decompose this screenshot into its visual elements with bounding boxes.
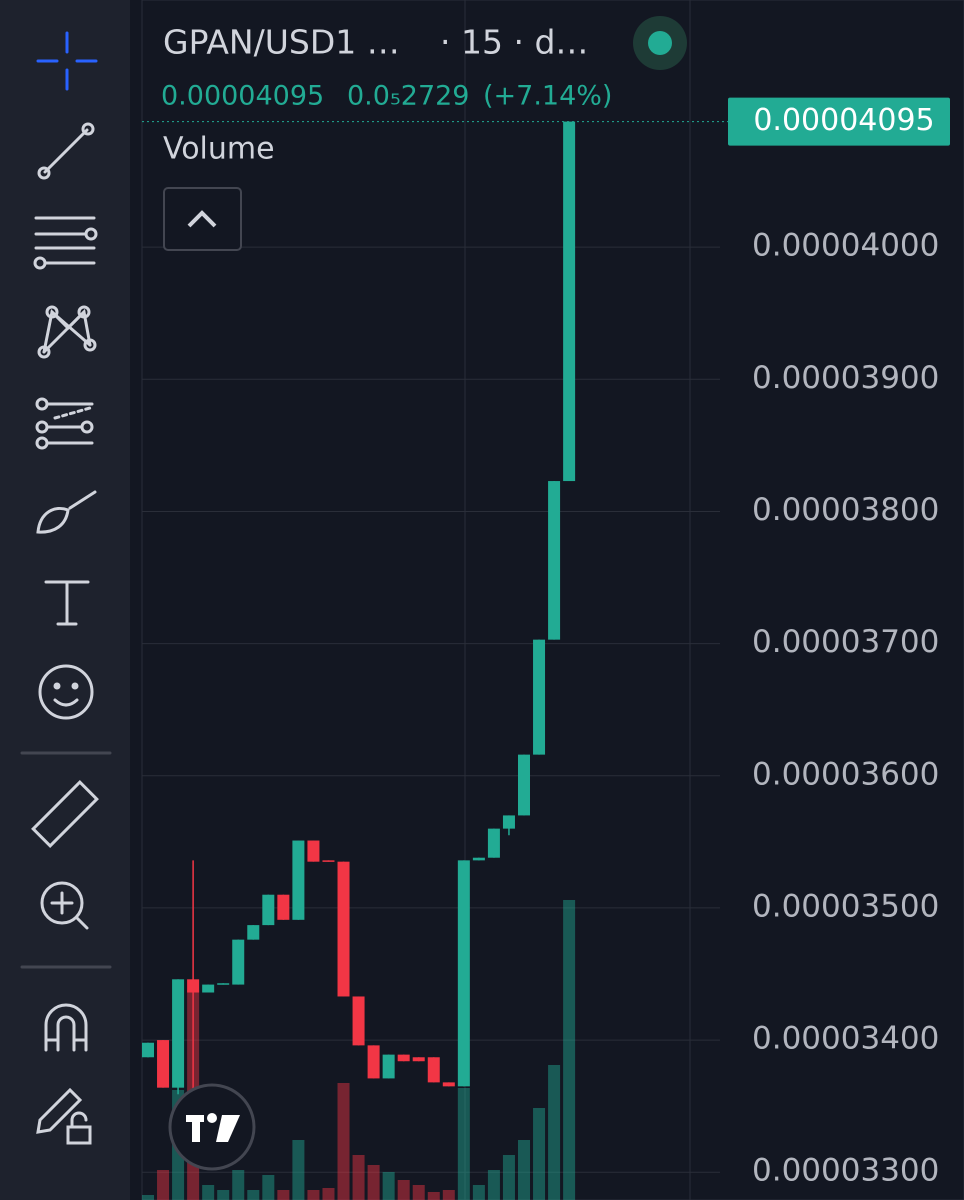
volume-layer xyxy=(142,900,576,1200)
candle-body xyxy=(518,754,530,816)
last-price-tag xyxy=(728,97,950,146)
price-axis: 0.00004000 0.00003900 0.00003800 0.00003700… xyxy=(142,97,950,1189)
candle-body xyxy=(563,121,576,482)
emoji-tool[interactable] xyxy=(38,664,94,720)
volume-bar xyxy=(367,1165,380,1200)
lock-drawings-tool[interactable] xyxy=(36,1087,92,1145)
collapse-button[interactable] xyxy=(163,187,242,251)
last-price: 0.00004095 xyxy=(161,81,324,112)
market-status-dot xyxy=(648,31,672,55)
volume-bar xyxy=(382,1172,395,1200)
volume-bar xyxy=(247,1190,260,1200)
candle-body xyxy=(533,639,546,755)
candle-body xyxy=(352,996,365,1046)
ruler-tool[interactable] xyxy=(31,780,99,848)
candle-body xyxy=(232,939,245,985)
volume-bar xyxy=(307,1190,320,1200)
chevron-icon xyxy=(187,210,217,228)
volume-bar xyxy=(262,1175,275,1200)
volume-bar xyxy=(412,1185,425,1200)
volume-legend: Volume xyxy=(163,132,275,167)
volume-bar xyxy=(457,1088,470,1200)
candle-body xyxy=(457,860,470,1087)
volume-bar xyxy=(533,1108,546,1200)
y-tick-label: 0.00003800 xyxy=(752,492,939,528)
volume-bar xyxy=(232,1170,245,1200)
candle-body xyxy=(262,894,275,926)
volume-bar xyxy=(397,1180,410,1200)
candle-layer xyxy=(142,121,576,1100)
candle-body xyxy=(277,894,290,920)
magnet-tool[interactable] xyxy=(44,1003,88,1052)
candle-body xyxy=(382,1054,395,1079)
prediction-tool[interactable] xyxy=(35,397,94,450)
volume-bar xyxy=(352,1155,365,1200)
y-tick-label: 0.00004000 xyxy=(752,228,939,264)
volume-bar xyxy=(322,1188,335,1200)
toolbar xyxy=(0,0,130,1200)
last-price-label: 0.00004095 xyxy=(753,103,934,138)
candle-body xyxy=(292,840,305,920)
volume-bar xyxy=(292,1140,305,1200)
text-tool[interactable] xyxy=(44,580,90,626)
volume-bar xyxy=(427,1192,440,1200)
candle-body xyxy=(548,481,561,640)
candle-body xyxy=(157,1040,170,1088)
candle-body xyxy=(337,861,350,997)
candle-body xyxy=(307,840,320,862)
trend-line-tool[interactable] xyxy=(37,122,95,180)
zoom-tool[interactable] xyxy=(40,881,89,930)
fib-tool[interactable] xyxy=(33,216,98,270)
volume-bar xyxy=(442,1190,455,1200)
candle-body xyxy=(397,1054,410,1062)
candle-body xyxy=(502,815,515,829)
y-tick-label: 0.00003700 xyxy=(752,624,939,660)
volume-bar xyxy=(337,1083,350,1200)
candle-body xyxy=(322,860,335,862)
symbol[interactable]: GPAN/USD1 … xyxy=(163,23,400,62)
change: 0.0₅2729 xyxy=(347,81,469,112)
tv-logo[interactable] xyxy=(168,1083,256,1171)
change-percent: (+7.14%) xyxy=(483,81,612,112)
y-tick-label: 0.00003600 xyxy=(752,756,939,792)
y-tick-label: 0.00003400 xyxy=(752,1021,939,1057)
volume-bar xyxy=(142,1195,154,1200)
volume-bar xyxy=(217,1190,230,1200)
candle-body xyxy=(217,983,230,985)
y-tick-label: 0.00003900 xyxy=(752,360,939,396)
volume-bar xyxy=(277,1190,290,1200)
interval[interactable]: · 15 · d… xyxy=(440,23,588,62)
candle-body xyxy=(412,1057,425,1062)
candle-body xyxy=(247,925,260,940)
candle-body xyxy=(202,984,215,993)
brush-tool[interactable] xyxy=(36,490,97,534)
candle-body xyxy=(367,1045,380,1079)
candle-body xyxy=(187,979,200,993)
volume-bar xyxy=(472,1185,485,1200)
volume-bar xyxy=(518,1140,530,1200)
volume-bar xyxy=(563,900,576,1200)
crosshair-tool[interactable] xyxy=(36,31,98,91)
candle-body xyxy=(442,1082,455,1087)
volume-bar xyxy=(502,1155,515,1200)
volume-bar xyxy=(548,1065,561,1200)
volume-bar xyxy=(202,1185,215,1200)
y-tick-label: 0.00003300 xyxy=(752,1153,939,1189)
candle-body xyxy=(472,857,485,861)
candle-body xyxy=(427,1057,440,1083)
pattern-tool[interactable] xyxy=(37,305,97,359)
y-tick-label: 0.00003500 xyxy=(752,888,939,924)
volume-bar xyxy=(487,1170,500,1200)
volume-bar xyxy=(157,1170,170,1200)
candle-body xyxy=(142,1042,154,1058)
candle-body xyxy=(172,979,185,1088)
candle-body xyxy=(487,828,500,858)
